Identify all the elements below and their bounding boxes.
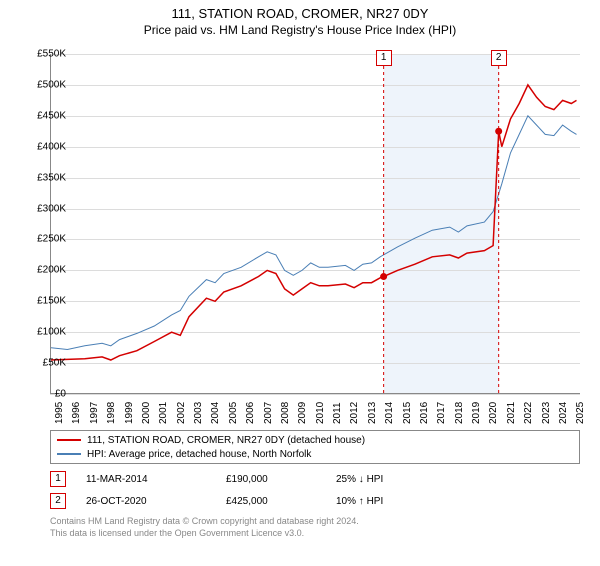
legend-item: 111, STATION ROAD, CROMER, NR27 0DY (det…	[57, 433, 573, 447]
x-tick-label: 2025	[575, 402, 586, 424]
y-tick-label: £100K	[20, 327, 66, 338]
x-tick-label: 2017	[436, 402, 447, 424]
y-tick-label: £450K	[20, 110, 66, 121]
footer: Contains HM Land Registry data © Crown c…	[50, 516, 580, 539]
tx-price: £425,000	[226, 496, 316, 507]
y-tick-label: £250K	[20, 234, 66, 245]
sale-dot-icon	[380, 273, 387, 280]
x-tick-label: 2021	[506, 402, 517, 424]
tx-price: £190,000	[226, 474, 316, 485]
page-title: 111, STATION ROAD, CROMER, NR27 0DY	[0, 6, 600, 21]
x-tick-label: 2018	[454, 402, 465, 424]
x-tick-label: 2016	[419, 402, 430, 424]
x-tick-label: 2006	[245, 402, 256, 424]
marker-number-box: 2	[491, 50, 507, 66]
legend-label: HPI: Average price, detached house, Nort…	[87, 449, 311, 460]
chart	[50, 54, 580, 394]
tx-delta: 10% ↑ HPI	[336, 496, 456, 507]
table-row: 2 26-OCT-2020 £425,000 10% ↑ HPI	[50, 490, 580, 512]
x-tick-label: 1997	[89, 402, 100, 424]
x-tick-label: 2004	[210, 402, 221, 424]
y-tick-label: £300K	[20, 203, 66, 214]
y-tick-label: £200K	[20, 265, 66, 276]
y-tick-label: £400K	[20, 141, 66, 152]
x-tick-label: 1999	[124, 402, 135, 424]
tx-marker-icon: 1	[50, 471, 66, 487]
tx-marker-icon: 2	[50, 493, 66, 509]
y-tick-label: £500K	[20, 79, 66, 90]
x-tick-label: 2003	[193, 402, 204, 424]
transaction-table: 1 11-MAR-2014 £190,000 25% ↓ HPI 2 26-OC…	[50, 468, 580, 512]
x-tick-label: 2024	[558, 402, 569, 424]
series-line	[50, 85, 577, 360]
y-tick-label: £350K	[20, 172, 66, 183]
y-axis	[50, 54, 51, 394]
y-tick-label: £50K	[20, 358, 66, 369]
x-tick-label: 2014	[384, 402, 395, 424]
x-tick-label: 2013	[367, 402, 378, 424]
tx-date: 11-MAR-2014	[86, 474, 206, 485]
x-tick-label: 2010	[315, 402, 326, 424]
x-tick-label: 1995	[54, 402, 65, 424]
x-tick-label: 2001	[158, 402, 169, 424]
x-tick-label: 2002	[176, 402, 187, 424]
y-tick-label: £150K	[20, 296, 66, 307]
y-tick-label: £550K	[20, 49, 66, 60]
x-tick-label: 2000	[141, 402, 152, 424]
x-tick-label: 2023	[541, 402, 552, 424]
legend-swatch-icon	[57, 439, 81, 441]
y-tick-label: £0	[20, 389, 66, 400]
x-tick-label: 1996	[71, 402, 82, 424]
legend-label: 111, STATION ROAD, CROMER, NR27 0DY (det…	[87, 435, 365, 446]
footer-line: Contains HM Land Registry data © Crown c…	[50, 516, 580, 528]
footer-line: This data is licensed under the Open Gov…	[50, 528, 580, 540]
page-subtitle: Price paid vs. HM Land Registry's House …	[0, 23, 600, 37]
x-axis	[50, 393, 580, 394]
x-tick-label: 2005	[228, 402, 239, 424]
x-tick-label: 2022	[523, 402, 534, 424]
legend-swatch-icon	[57, 453, 81, 455]
x-tick-label: 2015	[402, 402, 413, 424]
table-row: 1 11-MAR-2014 £190,000 25% ↓ HPI	[50, 468, 580, 490]
legend-item: HPI: Average price, detached house, Nort…	[57, 447, 573, 461]
legend: 111, STATION ROAD, CROMER, NR27 0DY (det…	[50, 430, 580, 464]
x-tick-label: 2007	[263, 402, 274, 424]
marker-number-box: 1	[376, 50, 392, 66]
tx-delta: 25% ↓ HPI	[336, 474, 456, 485]
x-tick-label: 2020	[488, 402, 499, 424]
x-tick-label: 2019	[471, 402, 482, 424]
x-tick-label: 2009	[297, 402, 308, 424]
x-tick-label: 2008	[280, 402, 291, 424]
x-tick-label: 2012	[349, 402, 360, 424]
tx-date: 26-OCT-2020	[86, 496, 206, 507]
sale-dot-icon	[495, 128, 502, 135]
x-tick-label: 2011	[332, 402, 343, 424]
line-plot	[50, 54, 580, 394]
x-tick-label: 1998	[106, 402, 117, 424]
